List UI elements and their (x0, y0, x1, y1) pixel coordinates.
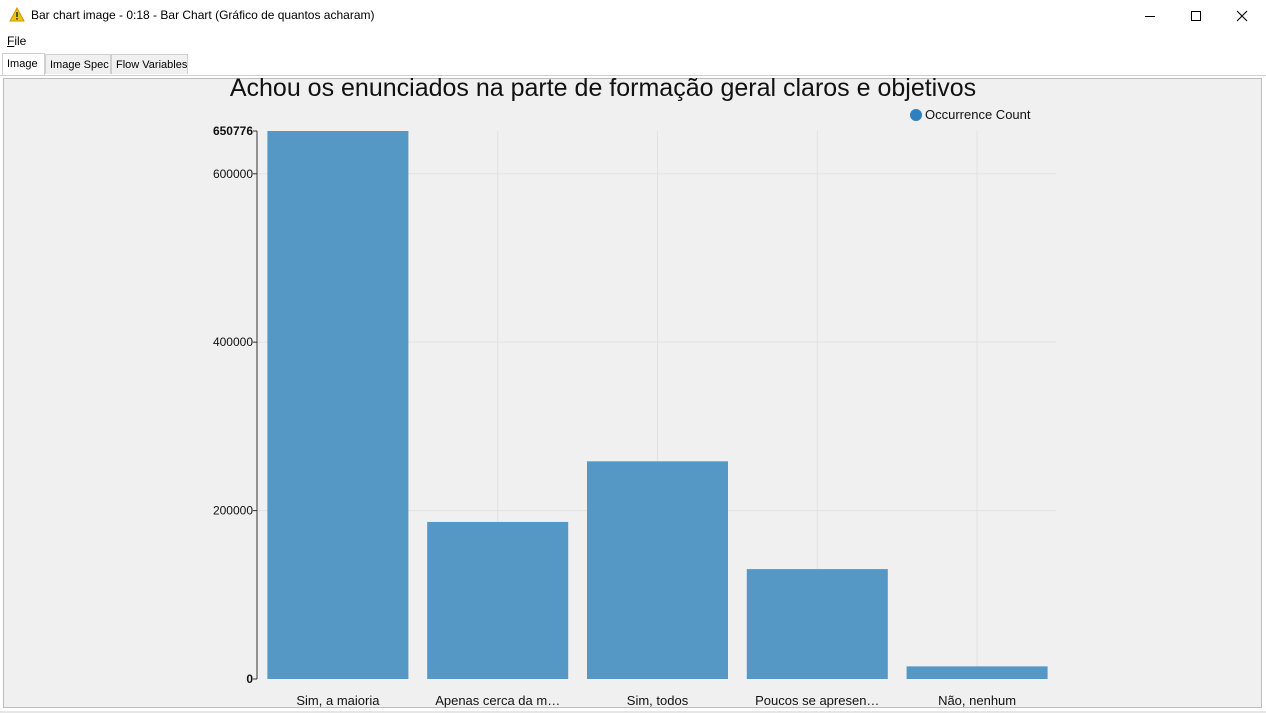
bar (267, 131, 408, 679)
bar (907, 666, 1048, 679)
y-tick-label: 650776 (213, 124, 253, 138)
bar (747, 569, 888, 679)
x-tick-label: Não, nenhum (938, 693, 1016, 708)
y-tick-label: 200000 (213, 504, 253, 518)
chart-title: Achou os enunciados na parte de formação… (0, 74, 1206, 103)
x-tick-label: Apenas cerca da m… (435, 693, 560, 708)
x-tick-label: Poucos se apresen… (755, 693, 879, 708)
x-tick-label: Sim, a maioria (296, 693, 380, 708)
bar (427, 522, 568, 679)
legend-series-marker (910, 109, 922, 121)
y-tick-label: 400000 (213, 335, 253, 349)
bar (587, 461, 728, 679)
legend-series-label: Occurrence Count (925, 107, 1031, 122)
y-tick-label: 0 (246, 672, 253, 686)
x-tick-label: Sim, todos (627, 693, 689, 708)
y-tick-labels: 0 200000 400000 600000 650776 (213, 124, 253, 686)
y-axis (253, 131, 257, 679)
x-tick-labels: Sim, a maioria Apenas cerca da m… Sim, tod… (296, 693, 1016, 708)
y-tick-label: 600000 (213, 167, 253, 181)
